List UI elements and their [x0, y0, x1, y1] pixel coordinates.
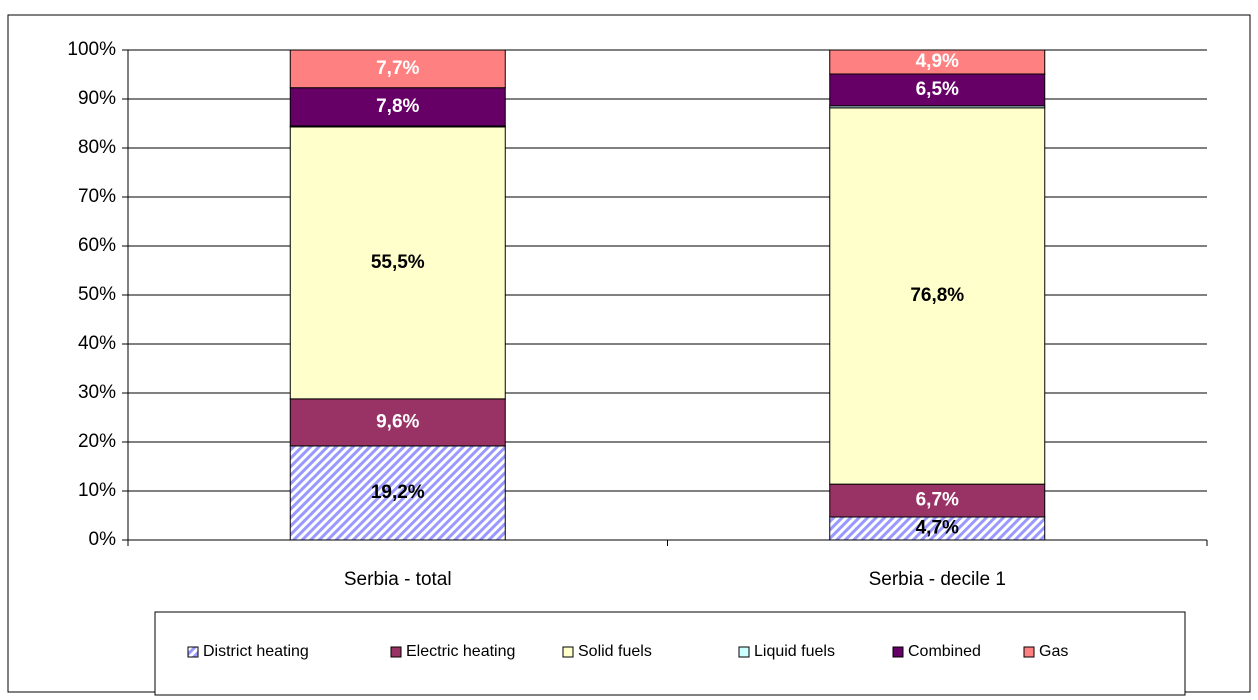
legend-box — [154, 611, 1186, 696]
legend-label: Electric heating — [406, 643, 515, 660]
value-label: 9,6% — [376, 411, 419, 432]
legend-swatch — [562, 646, 574, 658]
y-tick-label: 100% — [67, 39, 116, 60]
legend-label: Gas — [1039, 643, 1068, 660]
legend-swatch — [187, 646, 199, 658]
value-label: 7,8% — [376, 96, 419, 117]
bar-segment — [829, 483, 1046, 518]
y-tick-label: 50% — [78, 284, 116, 305]
x-tick-label: Serbia - total — [344, 569, 452, 590]
y-tick-label: 90% — [78, 88, 116, 109]
bar-segment — [829, 49, 1046, 75]
bar-segment — [829, 107, 1046, 485]
legend-swatch — [390, 646, 402, 658]
bar-segment — [289, 87, 506, 127]
y-tick-label: 10% — [78, 480, 116, 501]
legend-swatch — [892, 646, 904, 658]
value-label: 4,9% — [916, 51, 959, 72]
y-tick-label: 40% — [78, 333, 116, 354]
legend-swatch — [1023, 646, 1035, 658]
legend-label: Solid fuels — [578, 643, 652, 660]
value-label: 7,7% — [376, 58, 419, 79]
value-label: 4,7% — [916, 518, 959, 539]
bar-segment — [289, 398, 506, 447]
bar-segment — [829, 73, 1046, 107]
y-tick-label: 60% — [78, 235, 116, 256]
legend-label: District heating — [203, 643, 309, 660]
bar-segment — [289, 49, 506, 89]
y-tick-label: 0% — [89, 529, 117, 550]
value-label: 6,7% — [916, 490, 959, 511]
y-tick-label: 70% — [78, 186, 116, 207]
value-label: 76,8% — [910, 285, 964, 306]
legend-label: Liquid fuels — [754, 643, 835, 660]
bar-segment — [289, 445, 506, 541]
chart-border — [7, 14, 1251, 693]
value-label: 55,5% — [371, 252, 425, 273]
legend-label: Combined — [908, 643, 981, 660]
value-label: 19,2% — [371, 482, 425, 503]
x-tick-label: Serbia - decile 1 — [869, 569, 1006, 590]
legend-swatch — [738, 646, 750, 658]
y-tick-label: 30% — [78, 382, 116, 403]
y-tick-label: 20% — [78, 431, 116, 452]
y-tick-label: 80% — [78, 137, 116, 158]
value-label: 6,5% — [916, 79, 959, 100]
bar-segment — [289, 126, 506, 400]
